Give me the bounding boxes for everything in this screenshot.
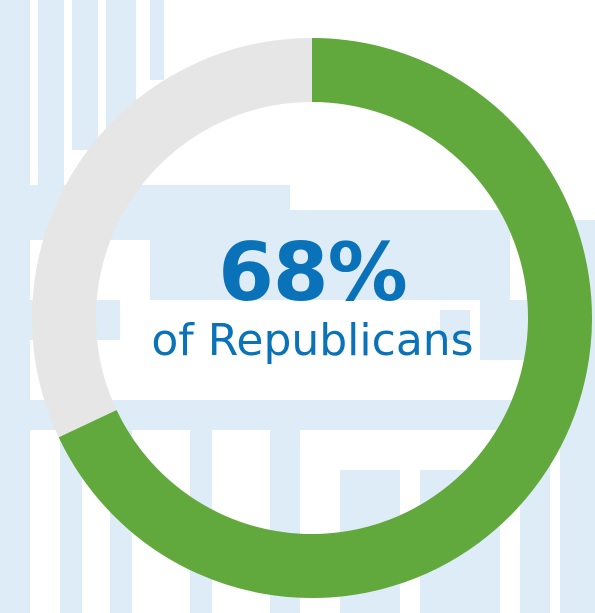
center-subtitle: of Republicans	[151, 315, 474, 366]
donut-segment-remainder	[32, 38, 313, 438]
center-label: 68% of Republicans	[100, 228, 525, 368]
center-value: 68%	[218, 226, 407, 319]
donut-segment-value	[58, 38, 592, 598]
